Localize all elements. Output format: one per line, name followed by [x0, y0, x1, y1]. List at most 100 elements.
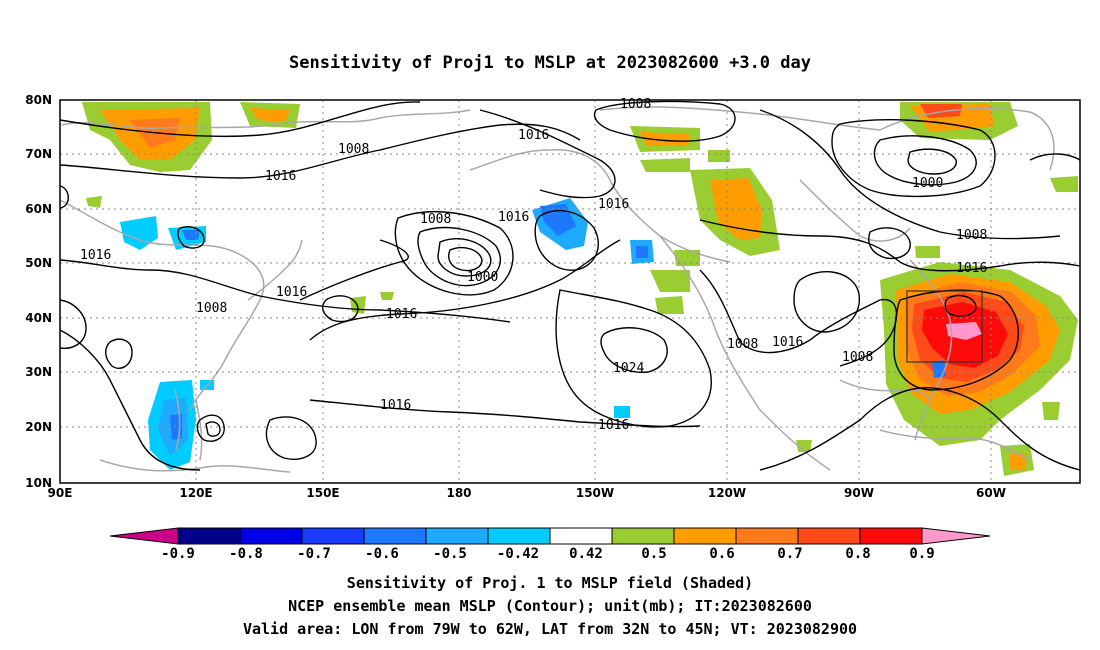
contour-label: 1016 [956, 261, 987, 276]
caption: Sensitivity of Proj. 1 to MSLP field (Sh… [243, 574, 857, 638]
contour-16 [873, 135, 977, 186]
contour-label: 1024 [613, 361, 644, 376]
shade-green-i [1042, 402, 1060, 420]
colorbar-box [673, 527, 737, 545]
contour-label: 1016 [276, 285, 307, 300]
contour-34 [59, 185, 69, 209]
coast-philippines [174, 389, 203, 461]
colorbar-label: -0.42 [497, 546, 539, 562]
coast-hudson [799, 179, 911, 242]
shade-greenland-red [920, 104, 962, 118]
map-frame [59, 99, 1081, 484]
shade-blue-small [614, 406, 630, 418]
lat-tick-label: 40N [25, 311, 52, 325]
coastlines [59, 106, 1055, 473]
lat-tick-label: 30N [25, 365, 52, 379]
latitude-ticks: 80N 70N 60N 50N 40N 30N 20N 10N [25, 93, 52, 490]
colorbar-box [859, 527, 923, 545]
shade-asia-orange-2 [250, 108, 290, 122]
shade-green-f [1050, 176, 1078, 192]
contour-3 [394, 210, 514, 296]
colorbar-low-triangle [109, 527, 179, 545]
lon-tick-label: 150E [306, 486, 339, 500]
colorbar-box [487, 527, 551, 545]
figure-title: Sensitivity of Proj1 to MSLP at 20230826… [289, 53, 811, 73]
colorbar-label: -0.6 [365, 546, 399, 562]
caption-line-1: Sensitivity of Proj. 1 to MSLP field (Sh… [347, 574, 753, 592]
caption-line-3: Valid area: LON from 79W to 62W, LAT fro… [243, 620, 857, 638]
colorbar-high-triangle [921, 527, 991, 545]
contour-10 [555, 289, 712, 428]
contour-label: 1016 [386, 307, 417, 322]
colorbar-box [549, 527, 613, 545]
contour-labels: 1008 1016 1016 1008 1016 1016 1008 1016 … [80, 97, 987, 433]
contour-24 [59, 329, 201, 471]
shade-green-l [796, 440, 812, 452]
contour-label: 1016 [380, 398, 411, 413]
contour-6 [448, 246, 483, 272]
contour-30 [321, 295, 359, 323]
contour-12 [309, 399, 701, 428]
coast-greenland [879, 107, 1055, 171]
colorbar-label: 0.5 [641, 546, 666, 562]
colorbar-label: -0.9 [161, 546, 195, 562]
shade-gulf-blue-4 [636, 246, 648, 258]
colorbar-label: 0.6 [709, 546, 734, 562]
colorbar-label: 0.9 [909, 546, 934, 562]
colorbar-boxes [177, 527, 923, 545]
lat-tick-label: 70N [25, 147, 52, 161]
shade-us-blue [932, 360, 946, 378]
lat-tick-label: 80N [25, 93, 52, 107]
colorbar-label: -0.8 [229, 546, 263, 562]
lat-tick-label: 20N [25, 420, 52, 434]
contour-25 [196, 414, 225, 442]
lon-tick-label: 90W [844, 486, 874, 500]
lon-tick-label: 180 [446, 486, 471, 500]
mslp-contours [59, 100, 1081, 471]
contour-label: 1008 [727, 337, 758, 352]
colorbar-labels: -0.9 -0.8 -0.7 -0.6 -0.5 -0.42 0.42 0.5 … [161, 546, 935, 562]
colorbar-box [735, 527, 799, 545]
longitude-ticks: 90E 120E 150E 180 150W 120W 90W 60W [48, 486, 1006, 500]
colorbar-box [425, 527, 489, 545]
contour-22 [944, 294, 977, 317]
coast-japan [247, 239, 303, 301]
coast-us-east [909, 259, 953, 441]
contour-28 [105, 338, 133, 370]
shade-us-pink [946, 322, 982, 340]
contour-label: 1008 [956, 228, 987, 243]
shade-canada-orange [710, 178, 762, 240]
contour-35 [1029, 153, 1081, 161]
contour-label: 1008 [338, 142, 369, 157]
caption-line-2: NCEP ensemble mean MSLP (Contour); unit(… [288, 597, 812, 615]
shade-orange-h [1010, 454, 1026, 470]
contour-31 [793, 271, 860, 333]
contour-4 [417, 226, 501, 287]
colorbar-label: 0.7 [777, 546, 802, 562]
shade-blue-1 [120, 216, 158, 250]
contour-18 [759, 109, 1061, 240]
contour-label: 1016 [772, 335, 803, 350]
lat-tick-label: 50N [25, 256, 52, 270]
coast-caribbean [879, 429, 1031, 461]
colorbar: -0.9 -0.8 -0.7 -0.6 -0.5 -0.42 0.42 0.5 … [109, 527, 991, 562]
lon-tick-label: 150W [576, 486, 614, 500]
colorbar-label: 0.8 [845, 546, 870, 562]
map-panel: 1008 1016 1016 1008 1016 1016 1008 1016 … [25, 93, 1081, 500]
shade-green-g [915, 246, 940, 258]
lon-tick-label: 120W [708, 486, 746, 500]
contour-27 [265, 416, 317, 460]
shade-green-d [708, 150, 730, 162]
valid-area-box [906, 290, 983, 363]
contour-label: 1008 [420, 212, 451, 227]
contour-32 [59, 299, 87, 349]
contour-36 [868, 227, 911, 260]
contour-20 [699, 269, 898, 367]
contour-label: 1016 [598, 418, 629, 433]
contour-7 [299, 239, 409, 301]
lon-tick-label: 90E [48, 486, 73, 500]
shade-green-b [655, 296, 684, 314]
colorbar-label: -0.7 [297, 546, 331, 562]
contour-label: 1016 [598, 197, 629, 212]
